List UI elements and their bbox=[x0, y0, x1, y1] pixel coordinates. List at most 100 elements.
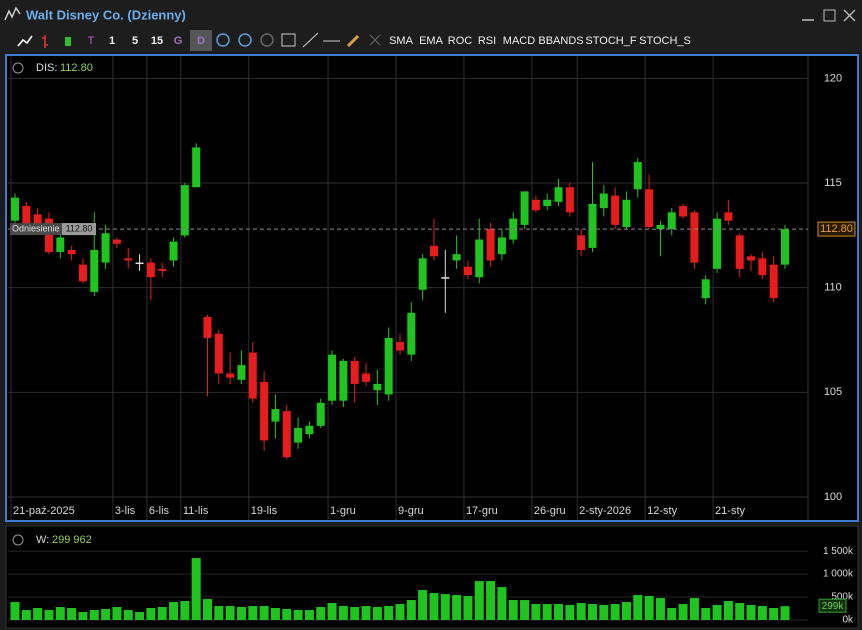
candle-body bbox=[260, 381, 269, 441]
pencil-button[interactable] bbox=[346, 34, 360, 48]
volume-bar bbox=[180, 601, 190, 620]
x-tick-label: 17-gru bbox=[466, 505, 498, 517]
toolbar bbox=[0, 30, 862, 52]
volume-bar bbox=[350, 607, 360, 620]
candle-body bbox=[747, 256, 756, 261]
volume-bar bbox=[78, 612, 88, 620]
candle-body bbox=[305, 425, 314, 435]
volume-bar bbox=[384, 606, 394, 620]
app-icon bbox=[4, 6, 21, 21]
zoom-out-button[interactable] bbox=[238, 33, 252, 47]
volume-bar bbox=[769, 608, 779, 620]
indicator-button[interactable]: SMA bbox=[389, 35, 414, 47]
volume-bar bbox=[531, 604, 541, 620]
volume-bar bbox=[316, 607, 326, 620]
timeframe-button[interactable]: D bbox=[197, 35, 205, 47]
volume-bar bbox=[452, 595, 462, 620]
candle-body bbox=[328, 354, 337, 401]
candle-body bbox=[135, 262, 144, 265]
volume-bar bbox=[214, 606, 224, 620]
candle-body bbox=[78, 264, 87, 282]
panel-move-icon[interactable] bbox=[12, 534, 24, 546]
y-tick-label: 500k bbox=[831, 592, 854, 603]
volume-bar bbox=[565, 605, 575, 620]
trendline-button[interactable] bbox=[302, 32, 319, 48]
title-bar bbox=[0, 0, 862, 30]
indicator-button[interactable]: RSI bbox=[478, 35, 496, 47]
indicator-button[interactable]: BBANDS bbox=[538, 35, 583, 47]
candle-body bbox=[724, 212, 733, 221]
indicator-button[interactable]: STOCH_S bbox=[639, 35, 691, 47]
timeframe-button[interactable]: 5 bbox=[132, 35, 138, 47]
timeframe-button[interactable]: T bbox=[88, 35, 95, 47]
indicator-button[interactable]: MACD bbox=[503, 35, 535, 47]
maximize-button[interactable] bbox=[823, 9, 836, 22]
zoom-in-button[interactable] bbox=[216, 33, 230, 47]
candle-body bbox=[701, 279, 710, 299]
timeframe-button[interactable]: 1 bbox=[109, 35, 115, 47]
last-price-box bbox=[817, 221, 856, 237]
volume-bar bbox=[248, 606, 258, 620]
line-chart-button[interactable] bbox=[17, 35, 33, 47]
volume-bar bbox=[282, 609, 292, 620]
candle-body bbox=[769, 264, 778, 299]
candle-body bbox=[656, 224, 665, 230]
volume-bar bbox=[633, 595, 643, 620]
volume-bar bbox=[497, 587, 507, 620]
candle-body bbox=[520, 191, 529, 225]
symbol-label: DIS: bbox=[36, 62, 57, 74]
candle-body bbox=[22, 206, 31, 225]
close-button[interactable] bbox=[843, 9, 856, 22]
ohlc-button[interactable] bbox=[42, 35, 48, 48]
volume-bar bbox=[146, 608, 156, 620]
candle-body bbox=[192, 147, 201, 188]
volume-bar bbox=[191, 558, 201, 620]
candle-body bbox=[735, 235, 744, 269]
indicator-button[interactable]: EMA bbox=[419, 35, 444, 47]
volume-bar bbox=[678, 604, 688, 620]
volume-bar bbox=[10, 602, 20, 620]
volume-bar bbox=[293, 610, 303, 620]
volume-bar bbox=[406, 600, 416, 620]
indicator-button[interactable]: STOCH_F bbox=[585, 35, 636, 47]
volume-bar bbox=[780, 606, 790, 620]
candle-body bbox=[33, 214, 42, 225]
zoom-reset-button[interactable] bbox=[260, 33, 274, 47]
x-tick-label: 12-sty bbox=[647, 505, 677, 517]
candle-body bbox=[611, 195, 620, 225]
candle-body bbox=[441, 277, 450, 279]
volume-bar bbox=[644, 596, 654, 620]
volume-bar bbox=[440, 594, 450, 620]
draw-tool-button[interactable] bbox=[281, 33, 296, 47]
indicator-button[interactable]: ROC bbox=[448, 35, 473, 47]
candle-body bbox=[124, 258, 133, 261]
y-tick-label: 105 bbox=[824, 386, 842, 398]
volume-bar bbox=[89, 610, 99, 620]
volume-bar bbox=[270, 608, 280, 620]
volume-bar bbox=[259, 606, 269, 620]
candle-button[interactable] bbox=[65, 37, 71, 46]
volume-bar bbox=[33, 608, 43, 620]
y-tick-label: 115 bbox=[824, 177, 842, 189]
candle-body bbox=[350, 360, 359, 384]
panel-move-icon[interactable] bbox=[12, 62, 24, 74]
volume-bar bbox=[474, 581, 484, 620]
candle-body bbox=[373, 383, 382, 391]
volume-bar bbox=[157, 607, 167, 620]
volume-bar bbox=[621, 602, 631, 620]
candle-body bbox=[384, 337, 393, 395]
candle-body bbox=[67, 250, 76, 255]
clear-button[interactable] bbox=[369, 34, 381, 46]
candle-body bbox=[339, 360, 348, 401]
volume-bar bbox=[123, 610, 133, 620]
timeframe-button[interactable]: G bbox=[174, 35, 183, 47]
x-tick-label: 3-lis bbox=[115, 505, 136, 517]
timeframe-button[interactable]: 15 bbox=[151, 35, 163, 47]
volume-bar bbox=[67, 608, 77, 620]
candle-body bbox=[531, 199, 540, 211]
candle-body bbox=[463, 266, 472, 276]
x-tick-label: 21-paź-2025 bbox=[13, 505, 75, 517]
candle-body bbox=[248, 352, 257, 399]
candle-body bbox=[282, 411, 291, 458]
volume-bar bbox=[723, 601, 733, 620]
